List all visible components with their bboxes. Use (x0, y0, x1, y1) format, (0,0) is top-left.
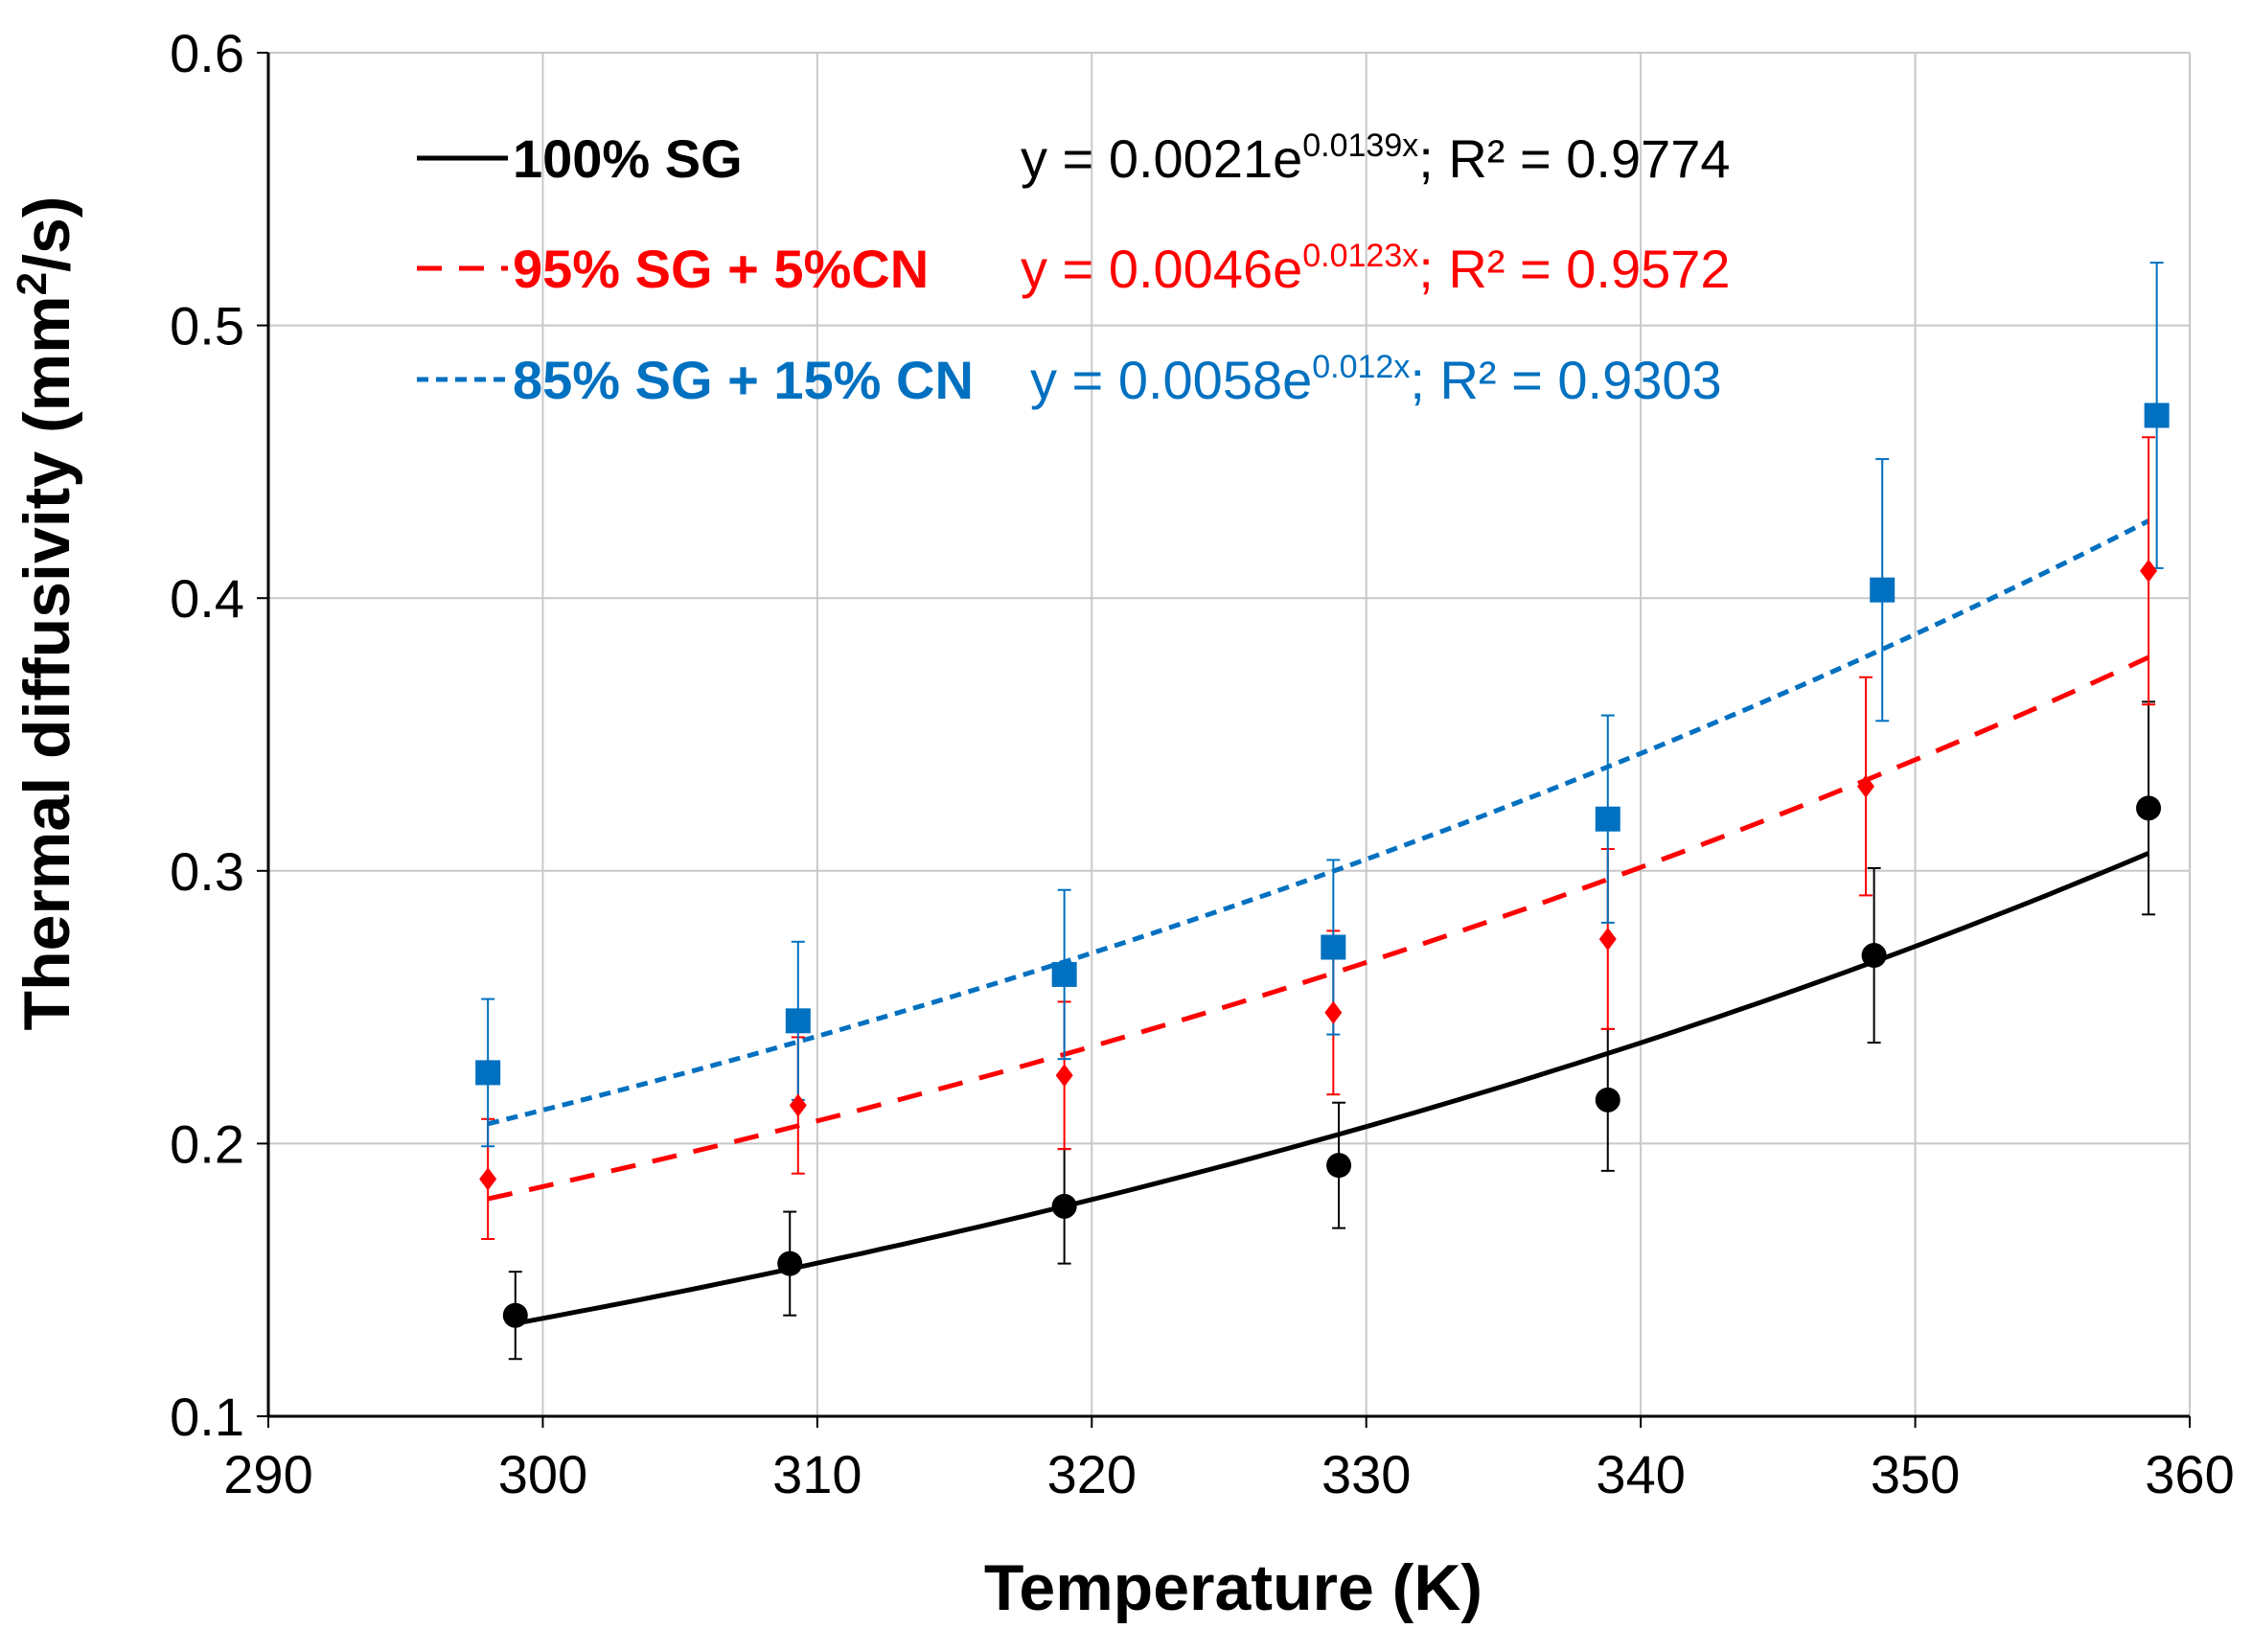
equation-95-sg-5-cn: y = 0.0046e0.0123x; R² = 0.9572 (1021, 238, 1731, 299)
trend-lines (487, 518, 2150, 1326)
y-tick-label-0.3: 0.3 (170, 841, 244, 902)
x-tick-label-340: 340 (1596, 1444, 1685, 1504)
legend-label-95-sg-5-cn: 95% SG + 5%CN (513, 239, 929, 299)
data-point-95-sg-5-cn-6 (1857, 774, 1875, 798)
data-point-85-sg-15-cn-5 (1595, 806, 1620, 832)
legend-entry-95-sg-5-cn: 95% SG + 5%CN y = 0.0046e0.0123x; R² = 0… (417, 238, 1731, 299)
data-point-85-sg-15-cn-6 (1870, 577, 1896, 603)
equation-85-sg-15-cn: y = 0.0058e0.012x; R² = 0.9303 (1030, 349, 1722, 410)
data-point-85-sg-15-cn-1 (475, 1060, 501, 1086)
trendline-85-sg-15-cn (487, 518, 2150, 1127)
trendline-95-sg-5-cn (487, 654, 2150, 1202)
y-tick-label-0.5: 0.5 (170, 296, 244, 356)
y-tick-label-0.4: 0.4 (170, 568, 244, 629)
data-point-95-sg-5-cn-3 (1055, 1064, 1073, 1088)
equation-100-sg: y = 0.0021e0.0139x; R² = 0.9774 (1021, 127, 1731, 189)
data-point-100-sg-1 (502, 1302, 528, 1328)
data-point-100-sg-2 (777, 1250, 803, 1276)
x-tick-label-310: 310 (772, 1444, 862, 1504)
data-markers (475, 402, 2170, 1328)
tick-labels: 290 300 310 320 330 340 350 360 0.1 0.2 0.3 0.4 0.5 0… (170, 23, 2235, 1504)
data-point-95-sg-5-cn-2 (789, 1093, 807, 1117)
data-point-100-sg-6 (1861, 943, 1887, 969)
x-tick-label-350: 350 (1871, 1444, 1960, 1504)
legend-label-85-sg-15-cn: 85% SG + 15% CN (513, 350, 974, 410)
data-point-100-sg-5 (1595, 1087, 1620, 1113)
data-point-85-sg-15-cn-3 (1051, 961, 1077, 987)
data-point-85-sg-15-cn-2 (785, 1008, 811, 1034)
error-bars (481, 262, 2164, 1361)
x-tick-label-290: 290 (223, 1444, 312, 1504)
data-point-95-sg-5-cn-5 (1598, 927, 1617, 951)
legend-entry-85-sg-15-cn: 85% SG + 15% CN y = 0.0058e0.012x; R² = … (417, 349, 1722, 410)
data-point-95-sg-5-cn-7 (2140, 559, 2158, 583)
data-point-100-sg-4 (1326, 1153, 1352, 1179)
data-point-85-sg-15-cn-7 (2144, 402, 2170, 428)
data-point-95-sg-5-cn-4 (1324, 1000, 1343, 1024)
grid (268, 52, 2191, 1416)
legend-entry-100-sg: 100% SG y = 0.0021e0.0139x; R² = 0.9774 (417, 127, 1731, 189)
data-point-100-sg-7 (2136, 795, 2162, 821)
data-point-95-sg-5-cn-1 (479, 1167, 497, 1191)
x-tick-label-330: 330 (1321, 1444, 1411, 1504)
y-tick-label-0.6: 0.6 (170, 23, 244, 83)
y-axis-title: Thermal diffusivity (mm2/s) (9, 196, 83, 1031)
data-point-85-sg-15-cn-4 (1321, 934, 1346, 960)
legend: 100% SG y = 0.0021e0.0139x; R² = 0.9774 … (417, 127, 1731, 410)
legend-label-100-sg: 100% SG (513, 128, 743, 189)
x-axis-title: Temperature (K) (984, 1551, 1482, 1624)
y-tick-label-0.2: 0.2 (170, 1113, 244, 1174)
axes (257, 52, 2191, 1428)
x-tick-label-300: 300 (498, 1444, 587, 1504)
x-tick-label-360: 360 (2145, 1444, 2234, 1504)
trendline-100-sg (515, 851, 2149, 1326)
data-point-100-sg-3 (1051, 1193, 1077, 1219)
y-tick-label-0.1: 0.1 (170, 1387, 244, 1447)
x-tick-label-320: 320 (1047, 1444, 1137, 1504)
